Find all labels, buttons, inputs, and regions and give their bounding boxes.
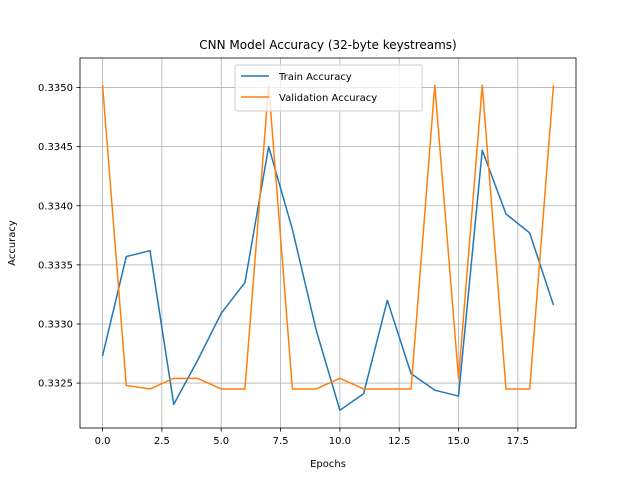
x-axis-label: Epochs	[310, 459, 346, 470]
legend-train-label: Train Accuracy	[278, 72, 352, 83]
y-tick-label: 0.3335	[38, 260, 73, 271]
y-tick-label: 0.3340	[38, 201, 73, 212]
x-tick-label: 7.5	[273, 436, 289, 447]
y-axis-label: Accuracy	[7, 220, 18, 266]
chart-title: CNN Model Accuracy (32-byte keystreams)	[199, 38, 456, 52]
x-tick-label: 5.0	[213, 436, 229, 447]
y-tick-label: 0.3330	[38, 319, 73, 330]
validation-accuracy-line	[101, 84, 555, 390]
x-tick-label: 0.0	[95, 436, 111, 447]
x-tick-label: 10.0	[329, 436, 351, 447]
y-tick-label: 0.3325	[38, 379, 73, 390]
y-tick-label: 0.3350	[38, 83, 73, 94]
plot-frame	[79, 57, 577, 429]
x-tick-label: 15.0	[447, 436, 469, 447]
plot-area	[80, 58, 576, 428]
x-tick-label: 12.5	[388, 436, 410, 447]
legend: Train Accuracy Validation Accuracy	[234, 64, 423, 112]
x-tick-label: 2.5	[154, 436, 170, 447]
x-tick-label: 17.5	[507, 436, 529, 447]
train-accuracy-line	[101, 145, 555, 412]
legend-box	[234, 64, 423, 112]
grid-lines	[80, 58, 576, 428]
legend-validation-label: Validation Accuracy	[279, 93, 377, 104]
series-lines	[101, 84, 555, 412]
y-tick-label: 0.3345	[38, 142, 73, 153]
axis-ticks: 0.0 2.5 5.0 7.5 10.0 12.5 15.0 17.5 0.3325 0.3330…	[38, 83, 529, 447]
